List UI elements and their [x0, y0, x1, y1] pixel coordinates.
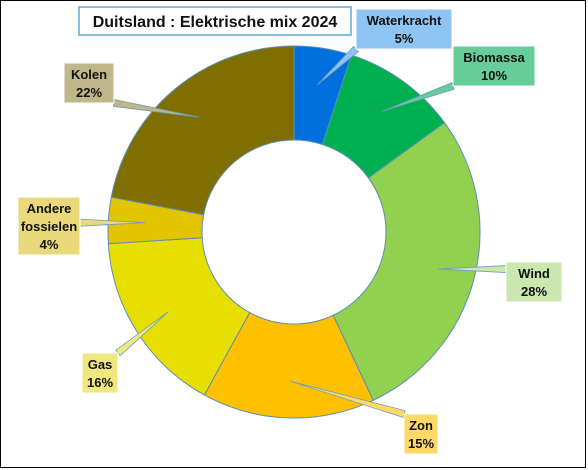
category-label-andere-fossielen: Andere	[27, 201, 72, 216]
slice-wind	[332, 121, 481, 401]
data-label-kolen: 22%	[76, 85, 102, 100]
label-box-wind: Wind 28%	[505, 261, 563, 303]
labels-layer: Waterkracht 5% Biomassa 10% Wind 28% Zon 15% Gas…	[17, 8, 563, 455]
data-label-biomassa: 10%	[481, 68, 507, 83]
leaders-layer	[79, 45, 507, 418]
chart-title: Duitsland : Elektrische mix 2024	[93, 14, 338, 31]
label-box-kolen: Kolen 22%	[63, 62, 115, 104]
category-label-waterkracht: Waterkracht	[367, 13, 442, 28]
category-label-zon: Zon	[409, 418, 433, 433]
data-label-gas: 16%	[87, 375, 113, 390]
slices-layer	[107, 45, 481, 419]
data-label-wind: 28%	[521, 284, 547, 299]
label-box-biomassa: Biomassa 10%	[452, 45, 536, 87]
category-label-wind: Wind	[518, 266, 550, 281]
data-label-zon: 15%	[408, 436, 434, 451]
category-label-kolen: Kolen	[71, 67, 107, 82]
slice-kolen	[110, 45, 295, 216]
data-label-waterkracht: 5%	[395, 31, 414, 46]
slice-gas	[107, 237, 251, 396]
category-label-gas: Gas	[88, 357, 113, 372]
category-label-biomassa: Biomassa	[463, 50, 525, 65]
data-label-andere-fossielen: 4%	[40, 237, 59, 252]
label-box-andere-fossielen: Andere fossielen 4%	[17, 196, 81, 256]
category-label-andere-fossielen: fossielen	[21, 219, 77, 234]
label-box-gas: Gas 16%	[81, 352, 119, 394]
chart-title-box: Duitsland : Elektrische mix 2024	[78, 6, 352, 36]
label-box-zon: Zon 15%	[403, 413, 439, 455]
label-box-waterkracht: Waterkracht 5%	[355, 8, 453, 50]
